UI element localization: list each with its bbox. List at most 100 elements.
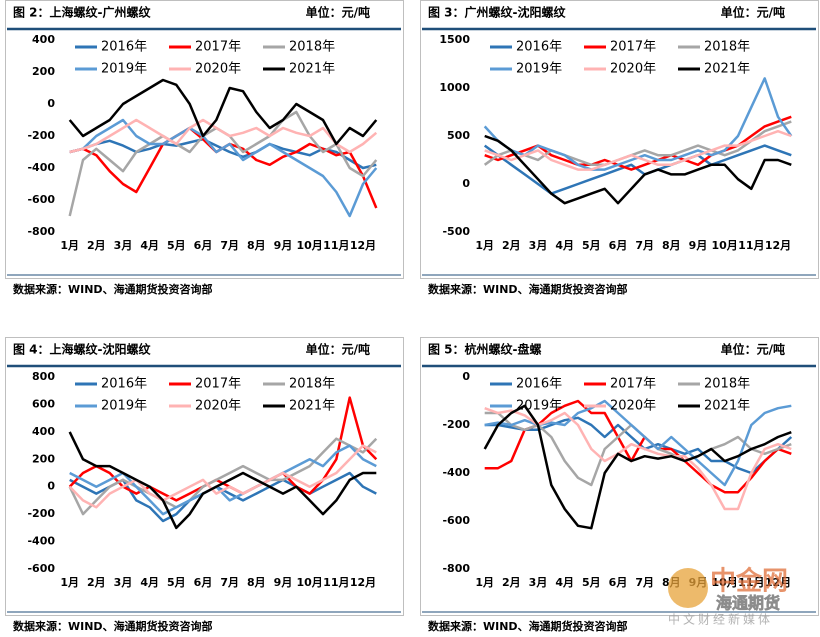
x-tick-label: 2月	[87, 239, 106, 252]
panel-border	[420, 0, 819, 279]
chart-title: 图 2：上海螺纹-广州螺纹	[13, 5, 152, 20]
x-tick-label: 9月	[274, 576, 293, 589]
x-tick-label: 8月	[662, 239, 681, 252]
series-line	[483, 120, 792, 167]
unit-label: 单位：元/吨	[721, 5, 785, 20]
series-line	[484, 416, 793, 475]
x-tick-label: 5月	[167, 576, 186, 589]
series-line	[69, 444, 377, 516]
y-tick-label: -500	[442, 225, 470, 238]
x-tick-label: 10月	[712, 576, 738, 589]
legend-label: 2019年	[101, 399, 147, 414]
x-tick-label: 4月	[140, 576, 159, 589]
y-tick-label: -200	[27, 507, 55, 520]
legend-label: 2020年	[195, 399, 241, 414]
legend-label: 2017年	[195, 377, 241, 392]
unit-label: 单位：元/吨	[306, 342, 370, 357]
x-tick-label: 3月	[114, 239, 133, 252]
x-tick-label: 11月	[323, 576, 349, 589]
y-tick-label: 400	[32, 33, 55, 46]
chart-title: 图 5：杭州螺纹-盘螺	[428, 342, 542, 357]
series-line	[68, 437, 378, 516]
legend-label: 2021年	[289, 62, 335, 77]
y-tick-label: -200	[442, 418, 470, 431]
source-note: 数据来源：WIND、海通期货投资咨询部	[428, 282, 628, 296]
x-tick-label: 9月	[274, 239, 293, 252]
x-tick-label: 2月	[502, 576, 521, 589]
series-line	[68, 431, 377, 530]
legend-label: 2018年	[289, 40, 335, 55]
series-line	[68, 110, 378, 217]
panel-border	[420, 337, 819, 616]
unit-label: 单位：元/吨	[721, 342, 785, 357]
x-tick-label: 7月	[635, 239, 654, 252]
series-line	[484, 129, 792, 171]
panel-border	[5, 337, 404, 616]
plot-area	[68, 78, 378, 218]
y-tick-label: 0	[462, 177, 470, 190]
x-tick-label: 6月	[194, 576, 213, 589]
y-tick-label: -600	[27, 562, 55, 575]
legend-label: 2020年	[195, 62, 241, 77]
x-tick-label: 3月	[529, 576, 548, 589]
x-tick-label: 11月	[738, 576, 764, 589]
series-line	[69, 118, 378, 218]
y-tick-label: 400	[32, 425, 55, 438]
x-tick-label: 12月	[765, 576, 791, 589]
x-tick-label: 2月	[502, 239, 521, 252]
series-line	[484, 134, 792, 205]
y-tick-label: -200	[27, 129, 55, 142]
legend-label: 2020年	[610, 62, 656, 77]
plot-area	[68, 396, 378, 530]
x-tick-label: 5月	[167, 239, 186, 252]
y-tick-label: -400	[442, 466, 470, 479]
x-tick-label: 1月	[60, 576, 79, 589]
watermark-brand: 海通期货	[716, 594, 780, 613]
plot-area	[483, 77, 793, 205]
x-tick-label: 6月	[609, 576, 628, 589]
y-tick-label: 200	[32, 65, 55, 78]
y-tick-label: 600	[32, 397, 55, 410]
x-tick-label: 1月	[475, 576, 494, 589]
legend-label: 2021年	[289, 399, 335, 414]
legend-label: 2019年	[516, 62, 562, 77]
series-line	[69, 126, 378, 209]
x-tick-label: 12月	[765, 239, 791, 252]
legend-label: 2019年	[101, 62, 147, 77]
y-tick-label: 1000	[439, 81, 470, 94]
x-tick-label: 11月	[738, 239, 764, 252]
series-line	[68, 444, 377, 509]
watermark-logo-icon	[668, 568, 708, 608]
source-note: 数据来源：WIND、海通期货投资咨询部	[428, 619, 628, 633]
legend-label: 2021年	[704, 399, 750, 414]
source-note: 数据来源：WIND、海通期货投资咨询部	[13, 619, 213, 633]
panel-border	[5, 0, 404, 279]
x-tick-label: 1月	[60, 239, 79, 252]
series-line	[69, 118, 378, 154]
chart-title: 图 4：上海螺纹-沈阳螺纹	[13, 342, 152, 357]
series-line	[483, 404, 792, 530]
y-tick-label: -600	[27, 193, 55, 206]
legend-label: 2016年	[101, 377, 147, 392]
x-tick-label: 12月	[350, 576, 376, 589]
legend-label: 2018年	[289, 377, 335, 392]
y-tick-label: -800	[442, 562, 470, 575]
series-line	[483, 144, 792, 195]
x-tick-label: 7月	[635, 576, 654, 589]
series-line	[483, 77, 793, 171]
x-tick-label: 6月	[609, 239, 628, 252]
y-tick-label: 0	[462, 370, 470, 383]
x-tick-label: 7月	[220, 576, 239, 589]
x-tick-label: 8月	[247, 239, 266, 252]
y-tick-label: 500	[447, 129, 470, 142]
x-tick-label: 2月	[87, 576, 106, 589]
x-tick-label: 4月	[555, 239, 574, 252]
y-tick-label: 0	[47, 97, 55, 110]
legend-label: 2016年	[516, 40, 562, 55]
x-tick-label: 7月	[220, 239, 239, 252]
x-tick-label: 8月	[247, 576, 266, 589]
